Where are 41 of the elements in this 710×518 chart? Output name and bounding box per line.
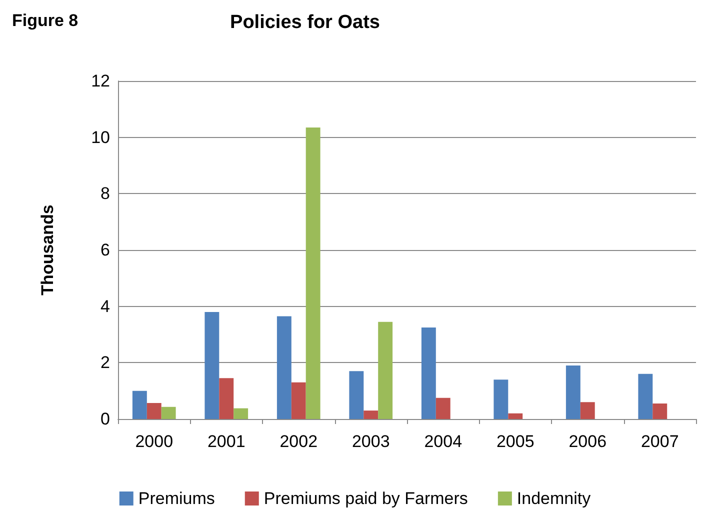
x-tick-label: 2006 bbox=[568, 432, 607, 451]
bar bbox=[580, 402, 595, 419]
bar bbox=[378, 322, 393, 419]
x-tick-label: 2007 bbox=[640, 432, 679, 451]
x-tick-label: 2001 bbox=[207, 432, 246, 451]
y-tick-label: 8 bbox=[100, 184, 110, 204]
bar bbox=[219, 378, 234, 419]
x-tick-label: 2004 bbox=[424, 432, 462, 451]
bar bbox=[638, 374, 653, 419]
bar bbox=[291, 382, 306, 419]
bar bbox=[436, 398, 450, 419]
caption: Figure 8 bbox=[12, 11, 78, 30]
y-tick-label: 10 bbox=[91, 128, 110, 147]
bar bbox=[204, 312, 220, 419]
y-tick-label: 4 bbox=[100, 296, 110, 316]
bar bbox=[132, 390, 147, 419]
y-tick-label: 6 bbox=[100, 240, 110, 260]
x-tick-label: 2003 bbox=[352, 432, 390, 451]
bar bbox=[276, 316, 292, 419]
bar bbox=[566, 365, 580, 419]
bar bbox=[306, 127, 320, 419]
x-tick-label: 2005 bbox=[496, 432, 534, 451]
x-tick-label: 2000 bbox=[135, 432, 174, 451]
bar bbox=[146, 402, 162, 419]
y-tick-label: 0 bbox=[100, 410, 110, 428]
bar bbox=[652, 404, 668, 419]
y-axis-title: Thousands bbox=[38, 204, 57, 296]
legend-label: Indemnity bbox=[516, 489, 592, 508]
legend-label: Premiums paid by Farmers bbox=[264, 489, 468, 508]
bar bbox=[234, 408, 248, 419]
y-tick-label: 12 bbox=[91, 72, 110, 90]
bar bbox=[508, 413, 523, 419]
bar bbox=[421, 327, 436, 419]
chart-title: Policies for Oats bbox=[230, 12, 380, 33]
legend-label: Premiums bbox=[138, 489, 215, 508]
bar bbox=[161, 406, 176, 419]
y-tick-label: 2 bbox=[100, 353, 110, 372]
bar bbox=[364, 410, 378, 419]
bar bbox=[494, 380, 508, 419]
bar bbox=[349, 371, 364, 419]
x-tick-label: 2002 bbox=[280, 432, 318, 451]
